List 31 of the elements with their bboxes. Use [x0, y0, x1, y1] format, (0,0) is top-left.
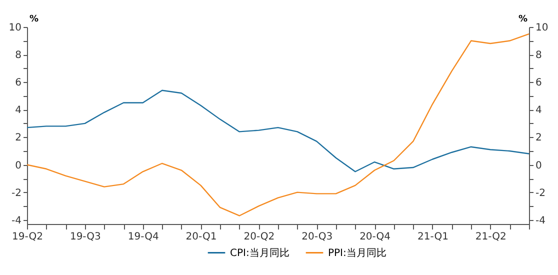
y-tick-label: 8 [15, 50, 22, 62]
y2-tick-label: -2 [536, 188, 546, 199]
y-tick-label: 10 [8, 22, 22, 34]
y2-tick-label: 2 [536, 132, 542, 144]
x-tick-label: 20-Q4 [360, 232, 391, 242]
y-tick-label: -4 [12, 215, 22, 226]
y-tick-label: 4 [15, 105, 22, 116]
y-tick-label: 2 [15, 132, 22, 144]
y2-tick-label: -4 [536, 215, 546, 226]
y2-tick-label: 6 [536, 78, 542, 89]
x-tick-label: 20-Q3 [302, 232, 333, 242]
x-tick-label: 19-Q2 [12, 232, 43, 242]
x-tick-label: 20-Q1 [186, 232, 217, 242]
y2-tick-label: 8 [536, 50, 542, 62]
x-tick-label: 21-Q1 [417, 232, 448, 242]
y-tick-label: -2 [12, 188, 22, 199]
y2-tick-label: 10 [536, 22, 548, 34]
y2-tick-label: 4 [536, 105, 542, 116]
y2-axis-title: % [518, 14, 528, 24]
x-tick-label: 19-Q3 [70, 232, 101, 242]
line-series [26, 90, 530, 172]
x-tick-label: 20-Q2 [244, 232, 275, 242]
y-tick-label: 0 [15, 160, 22, 172]
y2-tick-label: 0 [536, 160, 542, 172]
x-tick-label: 21-Q2 [475, 232, 506, 242]
y-axis-title: % [30, 14, 39, 24]
y-tick-label: 6 [15, 78, 22, 89]
x-tick-label: 19-Q4 [128, 232, 159, 242]
legend-label: PPI:当月同比 [328, 246, 386, 259]
legend-label: CPI:当月同比 [230, 246, 290, 259]
line-series [26, 33, 530, 216]
